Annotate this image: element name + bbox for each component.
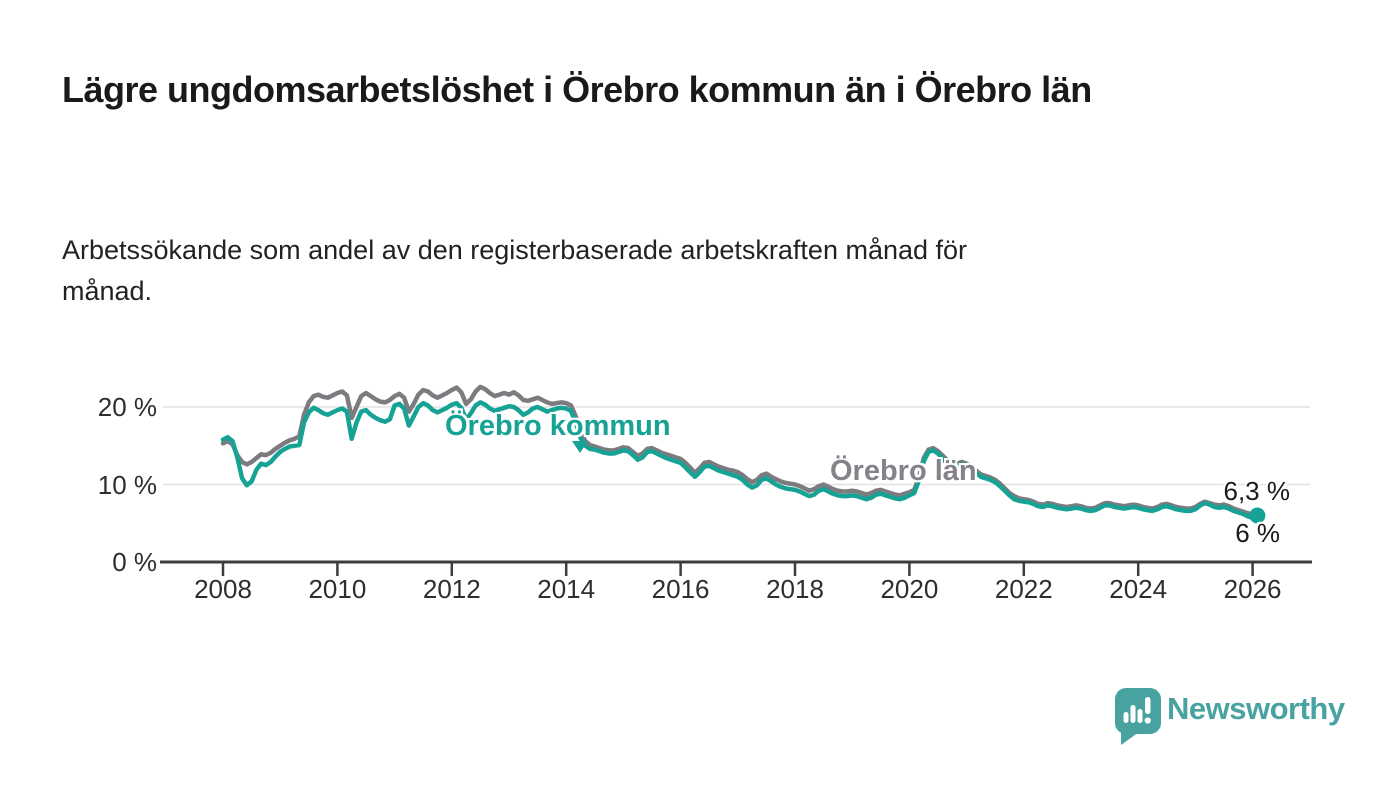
- x-axis-tick-label: 2014: [537, 574, 596, 604]
- y-axis-tick-label: 10 %: [97, 469, 157, 500]
- end-value-label-lan: 6,3 %: [1223, 476, 1291, 506]
- x-axis-tick-label: 2024: [1109, 574, 1168, 604]
- y-axis-tick-label: 20 %: [97, 392, 157, 422]
- series-end-dot: [1249, 507, 1266, 524]
- chart-subtitle: Arbetssökande som andel av den registerb…: [62, 235, 968, 306]
- x-axis-tick-label: 2010: [308, 574, 367, 604]
- end-value-label-kommun: 6 %: [1235, 518, 1280, 548]
- x-axis-tick-label: 2018: [766, 574, 824, 604]
- series-label-orebro-lan: Örebro län: [830, 455, 977, 487]
- x-axis-tick-label: 2008: [194, 574, 252, 604]
- y-axis-tick-label: 0 %: [112, 547, 157, 577]
- x-axis-tick-label: 2026: [1223, 574, 1282, 604]
- newsworthy-logo-text: Newsworthy: [1167, 691, 1345, 726]
- series-label-orebro-kommun: Örebro kommun: [445, 410, 671, 442]
- x-axis-tick-label: 2020: [880, 574, 939, 604]
- newsworthy-logo-icon: [1115, 688, 1161, 745]
- series-label-pointer-icon: [572, 441, 588, 453]
- series-line: [220, 400, 1260, 521]
- series-line: [220, 384, 1260, 517]
- page-title: Lägre ungdomsarbetslöshet i Örebro kommu…: [62, 69, 1092, 110]
- x-axis-tick-label: 2016: [651, 574, 710, 604]
- x-axis-tick-label: 2022: [994, 574, 1053, 604]
- x-axis-tick-label: 2012: [422, 574, 481, 604]
- newsworthy-logo: Newsworthy: [1113, 686, 1345, 746]
